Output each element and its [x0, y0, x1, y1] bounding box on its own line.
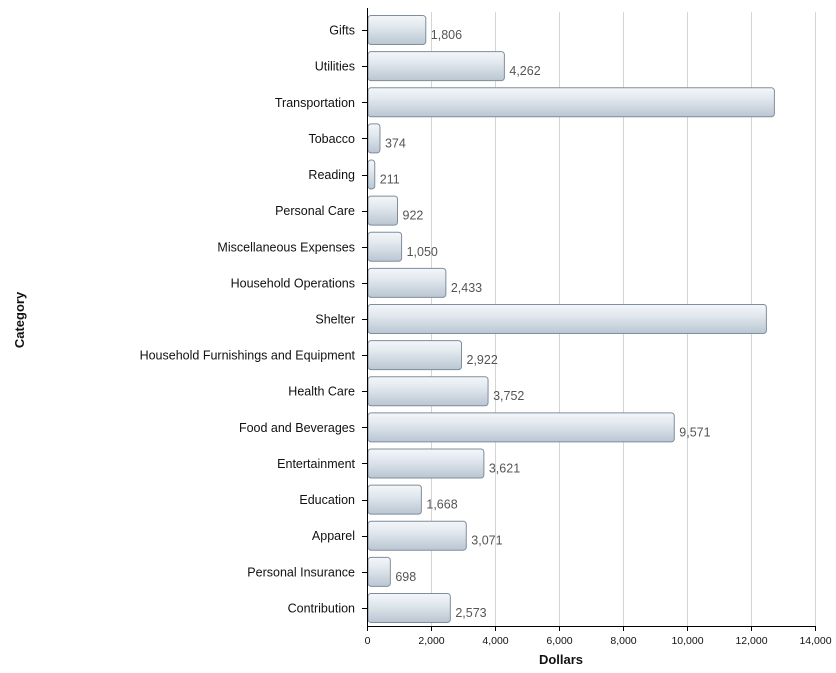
bar — [367, 376, 489, 407]
value-label: 922 — [403, 209, 424, 223]
category-label: Reading — [308, 168, 355, 182]
bar — [367, 448, 485, 479]
category-label: Miscellaneous Expenses — [217, 240, 355, 254]
category-label: Household Furnishings and Equipment — [140, 349, 356, 363]
category-label: Transportation — [275, 96, 355, 110]
bar — [367, 484, 422, 515]
category-label: Shelter — [315, 313, 355, 327]
value-label: 4,262 — [509, 64, 540, 78]
bars — [367, 15, 775, 623]
category-label: Food and Beverages — [239, 421, 355, 435]
category-label: Entertainment — [277, 457, 355, 471]
x-tick-label: 6,000 — [546, 635, 572, 647]
x-tick-label: 14,000 — [799, 635, 831, 647]
bar — [367, 304, 767, 334]
value-label: 698 — [395, 570, 416, 584]
category-label: Contribution — [288, 601, 355, 615]
category-label: Health Care — [288, 385, 355, 399]
category-label: Personal Insurance — [247, 565, 355, 579]
bar — [367, 592, 451, 623]
value-label: 1,806 — [431, 28, 462, 42]
value-label: 2,433 — [451, 281, 482, 295]
value-label: 3,071 — [471, 534, 502, 548]
x-tick-label: 0 — [365, 635, 371, 647]
category-label: Education — [299, 493, 355, 507]
bar — [367, 15, 427, 46]
bar — [367, 195, 399, 226]
axes — [362, 8, 816, 631]
bar — [367, 123, 381, 154]
bar — [367, 231, 403, 262]
value-label: 374 — [385, 136, 406, 150]
value-label: 3,621 — [489, 461, 520, 475]
category-label: Gifts — [329, 24, 355, 38]
category-labels: Gifts Utilities Transportation Tobacco Readi… — [140, 24, 356, 616]
bar — [367, 267, 447, 298]
x-tick-label: 2,000 — [418, 635, 444, 647]
bar — [367, 87, 775, 118]
x-tick-label: 4,000 — [482, 635, 508, 647]
value-label: 1,668 — [426, 498, 457, 512]
category-label: Tobacco — [308, 132, 355, 146]
category-label: Utilities — [315, 60, 355, 74]
bar — [367, 412, 675, 443]
category-label: Apparel — [312, 529, 355, 543]
value-label: 211 — [380, 173, 400, 187]
bar — [367, 51, 505, 82]
value-labels: 1,806 4,262 374 211 922 1,050 2,433 2,922 3,752 9… — [380, 28, 711, 620]
value-label: 9,571 — [679, 425, 710, 439]
x-tick-label: 10,000 — [671, 635, 703, 647]
value-label: 2,922 — [467, 353, 498, 367]
bar — [367, 340, 463, 371]
value-label: 3,752 — [493, 389, 524, 403]
x-tick-label: 8,000 — [610, 635, 636, 647]
bar — [367, 556, 391, 587]
value-label: 1,050 — [407, 245, 438, 259]
category-label: Personal Care — [275, 204, 355, 218]
value-label: 2,573 — [455, 606, 486, 620]
x-tick-label: 12,000 — [735, 635, 767, 647]
y-axis-title: Category — [12, 291, 27, 348]
bar — [367, 159, 376, 190]
x-axis-title: Dollars — [539, 652, 583, 667]
bar — [367, 520, 467, 551]
x-tick-labels: 0 2,000 4,000 6,000 8,000 10,000 12,000 14,000 — [365, 635, 832, 647]
category-label: Household Operations — [231, 276, 355, 290]
